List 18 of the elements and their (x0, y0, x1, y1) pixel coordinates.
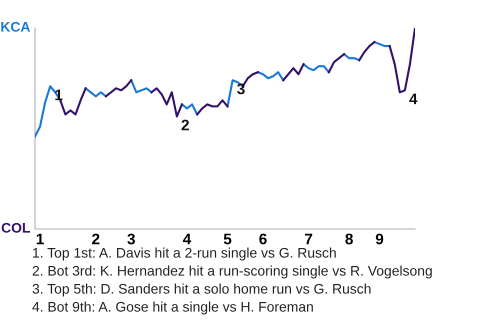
x-tick-label: 1 (36, 234, 44, 244)
x-tick-label: 4 (182, 234, 192, 244)
x-tick-label: 6 (259, 234, 267, 244)
x-tick-label: 3 (127, 234, 135, 244)
x-tick-label: 7 (305, 234, 312, 244)
text: KCA (1, 22, 30, 32)
x-tick-label: 2 (92, 234, 100, 244)
x-tick-label: 5 (224, 234, 232, 244)
text: COL (2, 222, 30, 233)
annotation: 4 (409, 94, 418, 104)
text: 1. Top 1st: A. Davis hit a 2-run single vs G. Rusch (33, 248, 336, 260)
x-tick-label: 8 (345, 234, 353, 244)
text: 4. Bot 9th: A. Gose hit a single vs H. Foreman (32, 302, 313, 314)
annotation: 2 (182, 120, 189, 130)
annotation: 3 (237, 83, 245, 94)
text: 2. Bot 3rd: K. Hernandez hit a run-scoring single vs R. Vogelsong (32, 266, 432, 278)
x-tick-label: 9 (376, 234, 384, 244)
text: 3. Top 5th: D. Sanders hit a solo home run vs G. Rusch (32, 284, 371, 296)
